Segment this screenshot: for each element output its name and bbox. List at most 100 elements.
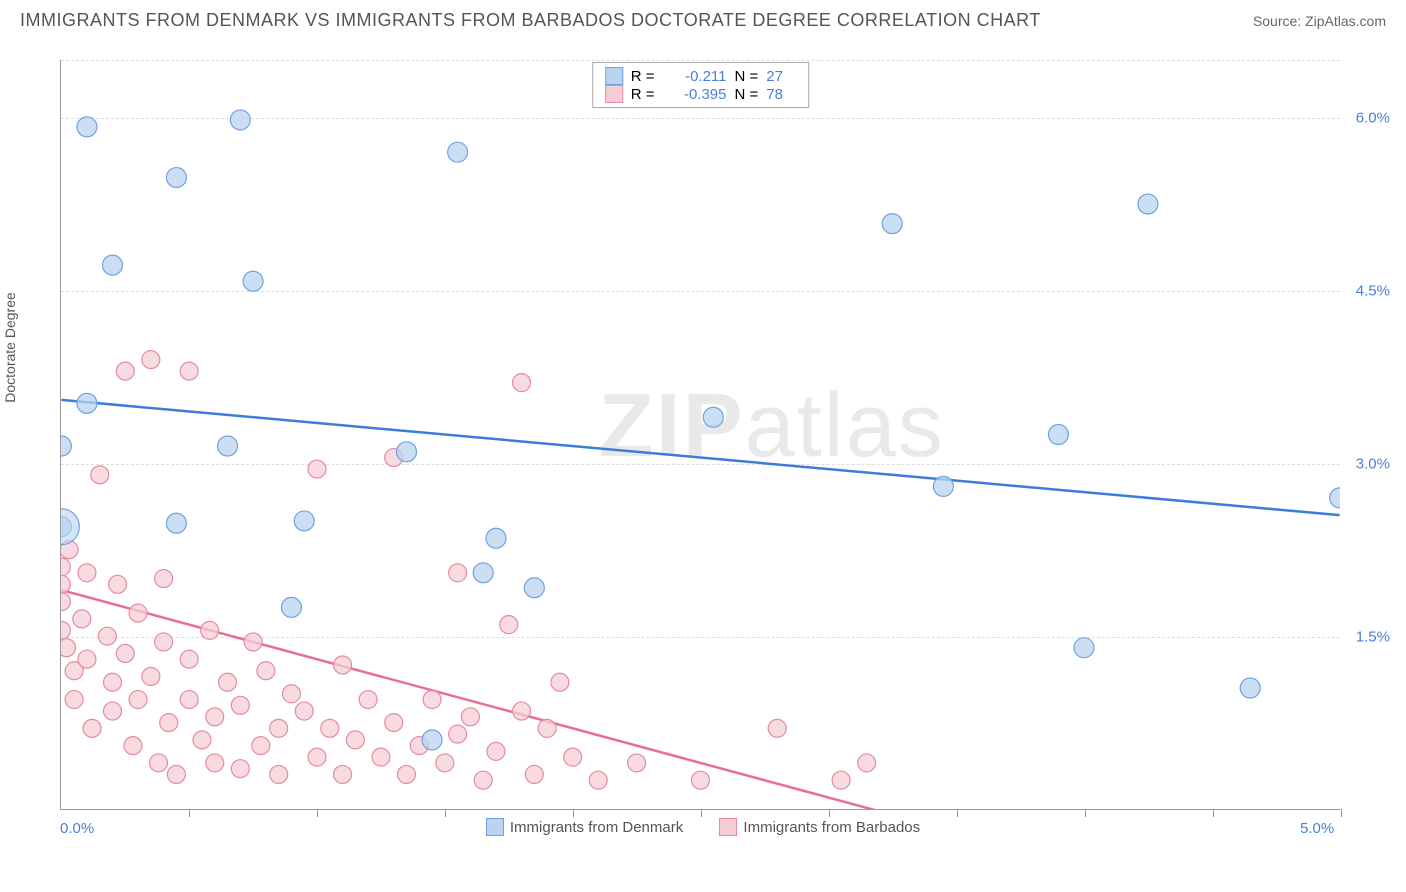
data-point [155, 633, 173, 651]
legend-item-barbados: Immigrants from Barbados [719, 818, 920, 836]
data-point [933, 476, 953, 496]
data-point [551, 673, 569, 691]
chart-area: Doctorate Degree R = -0.211 N = 27 R = -… [20, 40, 1386, 860]
data-point [218, 436, 238, 456]
data-point [109, 575, 127, 593]
data-point [359, 691, 377, 709]
data-point [252, 737, 270, 755]
data-point [449, 564, 467, 582]
data-point [1240, 678, 1260, 698]
stat-n-label: N = [735, 86, 759, 103]
series-legend: Immigrants from Denmark Immigrants from … [20, 818, 1386, 840]
data-point [231, 760, 249, 778]
data-point [1048, 425, 1068, 445]
data-point [206, 708, 224, 726]
data-point [461, 708, 479, 726]
data-point [103, 673, 121, 691]
data-point [398, 765, 416, 783]
correlation-legend: R = -0.211 N = 27 R = -0.395 N = 78 [592, 62, 810, 108]
legend-label-barbados: Immigrants from Barbados [743, 819, 920, 836]
x-tick [829, 809, 830, 817]
stat-r-label: R = [631, 68, 655, 85]
stat-n-value-barbados: 78 [766, 86, 796, 103]
source-prefix: Source: [1253, 13, 1305, 29]
legend-row-denmark: R = -0.211 N = 27 [605, 67, 797, 85]
data-point [564, 748, 582, 766]
data-point [334, 656, 352, 674]
data-point [397, 442, 417, 462]
chart-header: IMMIGRANTS FROM DENMARK VS IMMIGRANTS FR… [0, 0, 1406, 37]
data-point [244, 633, 262, 651]
data-point [73, 610, 91, 628]
data-point [538, 719, 556, 737]
x-tick [317, 809, 318, 817]
regression-line [61, 400, 1339, 515]
swatch-denmark-icon [605, 67, 623, 85]
data-point [129, 604, 147, 622]
stat-r-value-denmark: -0.211 [663, 68, 727, 85]
data-point [124, 737, 142, 755]
x-tick [189, 809, 190, 817]
data-point [103, 702, 121, 720]
data-point [448, 142, 468, 162]
data-point [78, 564, 96, 582]
data-point [129, 691, 147, 709]
x-tick [1213, 809, 1214, 817]
data-point [180, 650, 198, 668]
data-point [193, 731, 211, 749]
data-point [61, 593, 70, 611]
data-point [206, 754, 224, 772]
data-point [589, 771, 607, 789]
data-point [180, 362, 198, 380]
data-point [423, 691, 441, 709]
data-point [308, 748, 326, 766]
stat-r-value-barbados: -0.395 [663, 86, 727, 103]
data-point-large [61, 509, 79, 545]
data-point [282, 685, 300, 703]
x-tick [573, 809, 574, 817]
data-point [102, 255, 122, 275]
swatch-barbados-icon [605, 85, 623, 103]
data-point [61, 558, 70, 576]
data-point [486, 528, 506, 548]
y-tick-label: 3.0% [1356, 455, 1390, 472]
chart-title: IMMIGRANTS FROM DENMARK VS IMMIGRANTS FR… [20, 10, 1041, 31]
data-point [270, 719, 288, 737]
swatch-barbados-icon [719, 818, 737, 836]
data-point [692, 771, 710, 789]
data-point [270, 765, 288, 783]
data-point [500, 616, 518, 634]
data-point [167, 765, 185, 783]
data-point [308, 460, 326, 478]
data-point [219, 673, 237, 691]
data-point [231, 696, 249, 714]
data-point [61, 575, 70, 593]
data-point [77, 393, 97, 413]
scatter-svg [61, 60, 1340, 809]
data-point [334, 765, 352, 783]
data-point [513, 702, 531, 720]
x-tick [1341, 809, 1342, 817]
data-point [160, 714, 178, 732]
data-point [155, 570, 173, 588]
data-point [346, 731, 364, 749]
data-point [281, 597, 301, 617]
data-point [882, 214, 902, 234]
data-point [98, 627, 116, 645]
data-point [474, 771, 492, 789]
data-point [166, 513, 186, 533]
data-point [116, 362, 134, 380]
data-point [703, 407, 723, 427]
x-tick [701, 809, 702, 817]
data-point [77, 117, 97, 137]
data-point [385, 714, 403, 732]
data-point [1138, 194, 1158, 214]
data-point [449, 725, 467, 743]
data-point [628, 754, 646, 772]
data-point [116, 644, 134, 662]
data-point [487, 742, 505, 760]
data-point [61, 436, 71, 456]
chart-source: Source: ZipAtlas.com [1253, 13, 1386, 29]
data-point [201, 621, 219, 639]
data-point [243, 271, 263, 291]
